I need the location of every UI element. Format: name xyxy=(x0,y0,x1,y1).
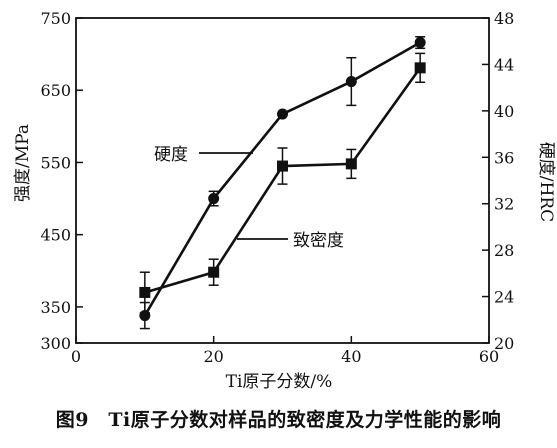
data-point-circle xyxy=(208,193,220,205)
y2-tick-label: 32 xyxy=(494,195,514,214)
y2-tick-label: 36 xyxy=(494,148,514,167)
data-point-square xyxy=(414,62,426,74)
y2-tick-label: 40 xyxy=(494,102,514,121)
y-tick-label: 450 xyxy=(40,226,71,245)
y-tick-label: 650 xyxy=(40,81,71,100)
y-tick-label: 750 xyxy=(40,9,71,28)
y2-tick-label: 48 xyxy=(494,9,514,28)
x-tick-label: 20 xyxy=(203,347,223,366)
figure-caption: 图9 Ti原子分数对样品的致密度及力学性能的影响 xyxy=(55,409,502,431)
data-point-circle xyxy=(345,76,357,88)
y-tick-label: 550 xyxy=(40,153,71,172)
axes xyxy=(75,17,490,344)
data-point-square xyxy=(208,266,220,278)
x-tick-label: 60 xyxy=(479,347,499,366)
series-group xyxy=(139,36,426,330)
y2-tick-label: 44 xyxy=(494,55,514,74)
series-hardness xyxy=(139,36,426,330)
x-tick-label: 40 xyxy=(341,347,361,366)
series-density xyxy=(139,52,426,314)
y-tick-label: 300 xyxy=(40,334,71,353)
y2-tick-label: 28 xyxy=(494,241,514,260)
annotation-hardness: 硬度 xyxy=(154,145,188,165)
x-axis-label: Ti原子分数/% xyxy=(226,372,333,392)
x-tick-label: 0 xyxy=(71,347,81,366)
data-point-square xyxy=(277,160,288,172)
y-axis-label-left: 强度/MPa xyxy=(13,124,33,202)
y-axis-label-right: 硬度/HRC xyxy=(536,142,556,222)
plot-frame xyxy=(75,17,490,344)
data-point-circle xyxy=(414,37,426,49)
annotation-density: 致密度 xyxy=(293,231,344,251)
data-point-square xyxy=(139,286,151,298)
y-tick-label: 350 xyxy=(40,298,71,317)
data-point-square xyxy=(345,158,357,170)
y2-tick-label: 20 xyxy=(494,334,514,353)
data-point-circle xyxy=(277,108,288,120)
y2-tick-label: 24 xyxy=(494,288,514,307)
tick-group: 0 20 40 60 300 350 450 550 650 750 20 24 28 32 36 40 44 4… xyxy=(40,9,514,366)
